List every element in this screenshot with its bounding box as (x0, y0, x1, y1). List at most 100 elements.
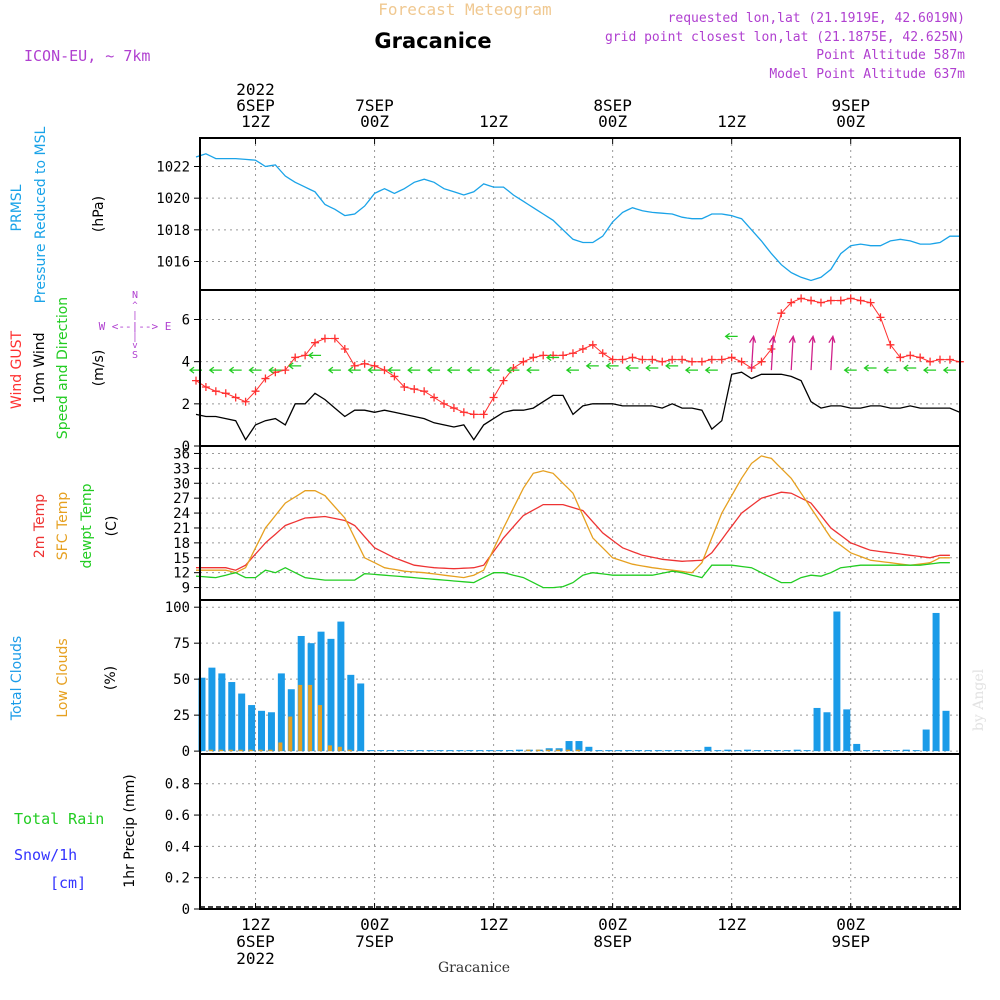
gust-marker (668, 355, 677, 364)
wind-direction-arrow (605, 362, 619, 370)
total-cloud-bar (783, 750, 791, 752)
gust-marker (291, 353, 300, 362)
y-tick-label: 30 (173, 476, 190, 492)
total-cloud-bar (476, 750, 484, 752)
compass-bar: | (132, 311, 137, 321)
requested-coords: requested lon,lat (21.1919E, 42.6019N) (668, 11, 965, 26)
low-cloud-bar (278, 742, 283, 752)
wind-direction-arrow (903, 364, 917, 372)
total-cloud-bar (694, 750, 702, 752)
total-cloud-bar (634, 750, 642, 752)
temp-2m-line (196, 491, 950, 571)
low-cloud-bar (258, 749, 263, 752)
gust-marker (301, 351, 310, 360)
compass-arrow: ^ (132, 301, 138, 311)
total-cloud-bar (605, 750, 613, 752)
total-cloud-bar (456, 750, 464, 752)
total-cloud-bar (942, 710, 950, 752)
total-cloud-bar (744, 749, 752, 752)
wind-direction-arrow (625, 364, 639, 372)
total-cloud-bar (486, 750, 494, 752)
sfc-title: SFC Temp (55, 492, 71, 561)
total-cloud-bar (406, 750, 414, 752)
low-cloud-bar (526, 749, 531, 752)
total-cloud-bar (267, 712, 275, 752)
gust-marker (926, 357, 935, 366)
dewpoint-line (195, 562, 950, 589)
time-label: 9SEP (831, 96, 870, 115)
dewpoint-title: dewpt Temp (79, 483, 95, 568)
compass-s: S (132, 350, 138, 361)
wind-direction-arrow (883, 366, 897, 374)
gust-marker (697, 357, 706, 366)
gust-marker (430, 393, 439, 402)
total-cloud-bar (813, 707, 821, 752)
time-label: 12Z (241, 915, 270, 934)
gust-marker (320, 334, 329, 343)
wind-direction-arrow (327, 366, 341, 374)
gust-marker (618, 355, 627, 364)
gust-marker (568, 349, 577, 358)
y-tick-label: 12 (173, 566, 190, 582)
total-cloud-bar (763, 750, 771, 752)
gust-marker (192, 376, 200, 385)
compass-arrow: v (132, 341, 137, 351)
gust-marker (638, 355, 647, 364)
pressure-subtitle: Pressure Reduced to MSL (33, 126, 49, 303)
wind-direction-arrow (942, 366, 956, 374)
y-tick-label: 2 (182, 397, 190, 413)
total-cloud-bar (863, 750, 871, 752)
gust-marker (906, 351, 915, 360)
gust-marker (658, 357, 667, 366)
pressure-title: PRMSL (9, 184, 25, 231)
gust-marker (807, 296, 816, 305)
time-label: 2022 (236, 80, 275, 99)
temp-unit: (C) (104, 516, 120, 537)
wind-direction-arrow (347, 366, 361, 374)
total-cloud-bar (684, 750, 692, 752)
wind-direction-arrow (248, 366, 262, 374)
total-cloud-bar (654, 750, 662, 752)
wind-direction-arrow (863, 364, 877, 372)
y-tick-label: 0.8 (165, 777, 190, 793)
wind-direction-arrow (526, 366, 540, 374)
time-label: 9SEP (831, 932, 870, 951)
y-tick-label: 0 (182, 439, 190, 455)
wind-direction-arrow (684, 366, 698, 374)
total-cloud-bar (357, 683, 365, 752)
y-tick-label: 15 (173, 551, 190, 567)
gust-marker (866, 298, 875, 307)
total-cloud-bar (823, 712, 831, 752)
gust-marker (251, 387, 260, 396)
total-cloud-bar (238, 693, 246, 752)
gust-marker (539, 351, 548, 360)
wind-direction-arrow (407, 366, 421, 374)
wind-direction-arrow (788, 334, 796, 371)
panel-frame (199, 289, 961, 447)
y-tick-label: 9 (182, 581, 190, 597)
credit: by Angel (971, 668, 987, 731)
total-cloud-bar (386, 750, 394, 752)
snow-title: Snow/1h (14, 846, 77, 864)
y-tick-label: 24 (173, 506, 190, 522)
low-cloud-bar (288, 716, 293, 752)
y-tick-label: 100 (165, 600, 190, 616)
gust-marker (440, 399, 448, 408)
gust-marker (717, 355, 726, 364)
y-tick-label: 0.2 (165, 871, 190, 887)
wind-direction-arrow (506, 366, 520, 374)
panel-frame (199, 137, 961, 291)
gust-marker (420, 387, 429, 396)
gust-marker (370, 361, 379, 370)
time-label: 00Z (598, 112, 627, 131)
wind-direction-arrow (466, 366, 480, 374)
pressure-line (195, 153, 960, 282)
total-cloud-bar (724, 749, 732, 752)
model-label: ICON-EU, ~ 7km (24, 47, 150, 65)
gust-marker (737, 357, 746, 366)
product-title: Forecast Meteogram (378, 0, 551, 19)
total-cloud-bar (347, 674, 355, 752)
gust-marker (479, 410, 488, 419)
wind-direction-arrow (828, 334, 836, 371)
gust-marker (707, 355, 716, 364)
